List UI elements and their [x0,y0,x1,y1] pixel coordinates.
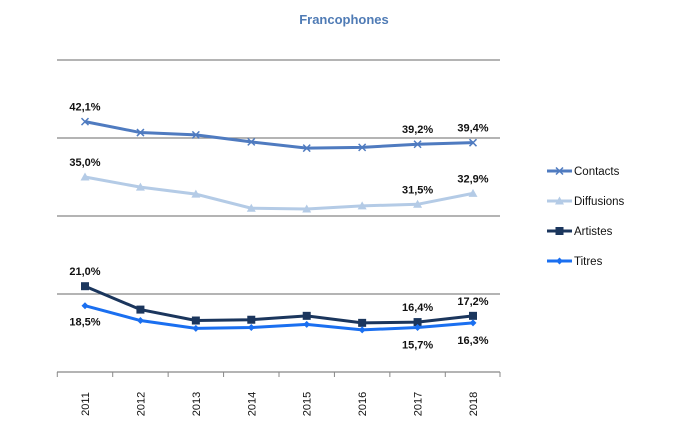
contacts-point [468,138,478,147]
diffusions-data-label: 32,9% [457,173,488,185]
titres-point [136,317,144,325]
contacts-data-label: 42,1% [69,102,100,114]
diffusions-point [191,189,201,198]
artistes-point [302,311,311,320]
contacts-data-label: 39,4% [457,123,488,135]
x-tick-label: 2018 [468,392,480,416]
x-tick-label: 2013 [191,392,203,416]
diffusions-legend-marker [555,196,564,205]
artistes-data-label: 16,4% [402,302,433,314]
titres-data-label: 18,5% [69,317,100,329]
x-tick-label: 2011 [80,392,92,416]
chart-title: Francophones [299,12,389,27]
diffusions-line [84,175,474,211]
artistes-point [247,315,256,324]
diffusions-data-label: 35,0% [69,157,100,169]
artistes-point [413,318,422,327]
contacts-point [247,137,256,146]
diffusions-legend-label: Diffusions [574,196,625,208]
diffusions-data-label: 31,5% [402,184,433,196]
artistes-data-label: 17,2% [457,296,488,308]
x-tick-label: 2015 [302,392,314,416]
titres-point [414,324,422,332]
titres-data-label: 16,3% [457,335,488,347]
titres-point [81,302,89,310]
artistes-point [191,316,200,325]
x-tick-label: 2012 [135,392,147,416]
diffusions-point [357,201,367,210]
contacts-point [302,144,311,153]
titres-point [192,324,200,332]
titres-point [358,326,366,334]
contacts-point [80,117,90,126]
artistes-point [358,318,367,327]
artistes-legend-marker [555,227,564,235]
contacts-line [84,120,474,150]
artistes-data-label: 21,0% [69,266,100,278]
artistes-legend-label: Artistes [574,226,613,238]
contacts-point [191,130,200,139]
titres-legend-marker [556,257,563,265]
diffusions-point [80,172,90,181]
artistes-point [136,305,145,314]
artistes-point [469,311,477,320]
artistes-line [84,284,474,325]
contacts-legend-label: Contacts [574,166,620,178]
diffusions-point [302,204,312,213]
titres-point [247,324,255,332]
x-tick-label: 2017 [413,392,425,416]
contacts-legend-marker [555,166,564,176]
x-tick-label: 2016 [357,392,369,416]
titres-legend-label: Titres [574,256,603,268]
titres-point [303,320,311,328]
titres-line [84,304,474,332]
contacts-data-label: 39,2% [402,124,433,136]
titres-point [469,319,477,327]
x-tick-label: 2014 [246,392,258,416]
contacts-point [413,140,422,149]
diffusions-point [246,203,256,212]
artistes-point [81,282,89,291]
contacts-point [136,128,145,137]
titres-data-label: 15,7% [402,340,433,352]
diffusions-point [135,182,145,191]
diffusions-point [413,199,423,208]
diffusions-point [468,188,478,197]
contacts-point [358,143,367,152]
